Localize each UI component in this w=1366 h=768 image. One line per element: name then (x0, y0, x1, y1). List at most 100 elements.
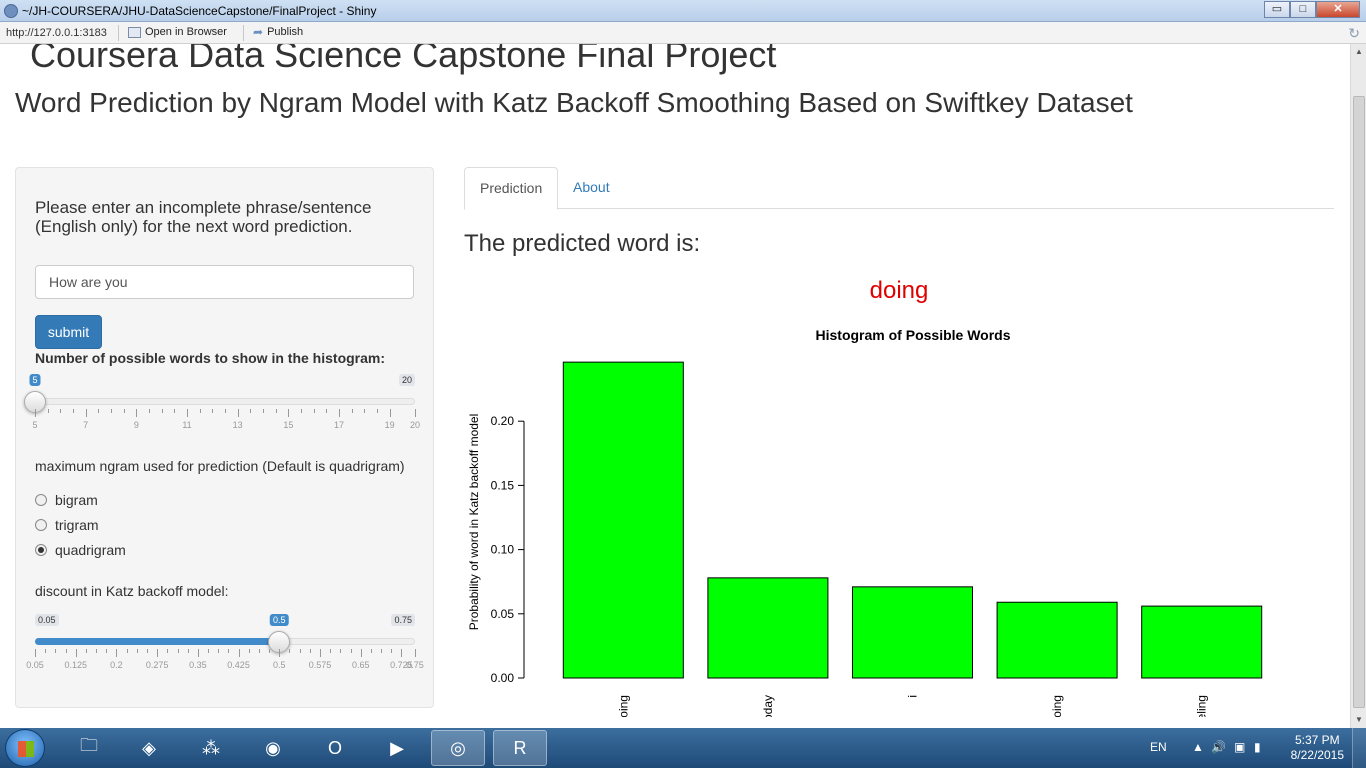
windows-logo-icon (18, 741, 34, 757)
refresh-icon[interactable]: ↻ (1348, 25, 1360, 41)
histogram-chart: Histogram of Possible Words doing today i go… (467, 327, 1263, 717)
radio-button[interactable] (35, 494, 47, 506)
file-explorer-icon[interactable]: 🗀 (80, 735, 98, 755)
slider-track[interactable] (35, 398, 415, 405)
slider-minor-tick (136, 649, 138, 653)
minimize-button[interactable]: ▭ (1264, 1, 1290, 18)
scroll-up-arrow[interactable]: ▲ (1355, 47, 1363, 56)
ngram-label: maximum ngram used for prediction (Defau… (35, 458, 405, 474)
radio-label: quadrigram (55, 542, 126, 558)
slider-grid-label: 0.75 (406, 660, 424, 670)
slider-major-tick (279, 649, 281, 657)
close-button[interactable]: ✕ (1316, 1, 1360, 18)
media-player-icon[interactable]: ▶ (390, 737, 404, 758)
slider-grid-label: 17 (333, 420, 345, 430)
slider-major-tick (288, 409, 290, 417)
slider-minor-tick (289, 649, 291, 653)
page-subtitle: Word Prediction by Ngram Model with Katz… (15, 87, 1133, 118)
opera-icon[interactable]: O (327, 737, 342, 758)
window-title: ~/JH-COURSERA/JHU-DataScienceCapstone/Fi… (22, 4, 377, 18)
slider-major-tick (415, 409, 416, 417)
page-scrollbar[interactable]: ▲ ▼ (1350, 44, 1366, 728)
volume-icon[interactable]: 🔊 (1211, 740, 1226, 754)
slider-grid-label: 0.425 (227, 660, 250, 670)
maximize-button[interactable]: □ (1290, 1, 1316, 18)
radio-bigram[interactable]: bigram (35, 492, 98, 508)
slider-minor-tick (126, 649, 128, 653)
battery-icon[interactable]: ▮ (1254, 740, 1261, 754)
slider-value-label: 5 (29, 374, 41, 386)
slider-major-tick (401, 649, 403, 657)
chrome-icon[interactable]: ◎ (431, 730, 485, 766)
slider-major-tick (75, 649, 77, 657)
slider-minor-tick (123, 409, 125, 413)
chart-bar (562, 361, 684, 679)
slider-grid-label: 0.725 (390, 660, 413, 670)
slider-grid-labels: 5 7 9 11 13 15 17 19 20 (32, 420, 420, 432)
radio-quadrigram[interactable]: quadrigram (35, 542, 126, 558)
slider-minor-tick (350, 649, 352, 653)
radio-button[interactable] (35, 544, 47, 556)
app-dots-icon[interactable]: ⁂ (202, 737, 220, 758)
slider-minor-tick (199, 409, 201, 413)
phrase-prompt: Please enter an incomplete phrase/senten… (35, 198, 372, 236)
discount-label: discount in Katz backoff model: (35, 583, 229, 599)
tab-prediction[interactable]: Prediction (464, 167, 559, 210)
r-icon[interactable]: R (493, 730, 547, 766)
y-tick-label: 0.15 (491, 478, 515, 492)
slider-minor-tick (275, 409, 277, 413)
show-hidden-icons-icon[interactable]: ▲ (1192, 740, 1204, 754)
y-tick-label: 0.10 (491, 543, 515, 557)
clock[interactable]: 5:37 PM 8/22/2015 (1291, 733, 1344, 763)
radio-label: bigram (55, 492, 98, 508)
open-in-browser-button[interactable]: Open in Browser (128, 26, 227, 38)
toolbar-divider (118, 25, 119, 41)
window-controls: ▭ □ ✕ (1264, 1, 1360, 19)
toolbar-divider (243, 25, 244, 41)
slider-grid-labels: 0.05 0.125 0.2 0.275 0.35 0.425 0.5 0.575 0.65 0.… (26, 660, 424, 672)
language-indicator[interactable]: EN (1150, 740, 1167, 754)
slider-minor-tick (228, 649, 230, 653)
slider-value-label: 0.5 (270, 614, 289, 626)
slider-minor-tick (248, 649, 250, 653)
discount-slider[interactable]: 0.05 0.75 0.5 0.05 0.125 0.2 0.275 0.35 0.425… (26, 614, 424, 674)
radio-label: trigram (55, 517, 99, 533)
system-tray: EN ▲ 🔊 ▣ ▮ 5:37 PM 8/22/2015 (1136, 728, 1366, 768)
slider-minor-tick (161, 409, 163, 413)
network-icon[interactable]: ▣ (1234, 740, 1246, 754)
slider-minor-tick (250, 409, 252, 413)
start-button[interactable] (5, 729, 45, 767)
slider-major-tick (85, 409, 87, 417)
chart-bar (707, 577, 829, 679)
slider-minor-tick (330, 649, 332, 653)
tab-bar: Prediction About (464, 167, 1334, 210)
virtualbox-icon[interactable]: ◈ (142, 737, 156, 758)
slider-major-tick (415, 649, 416, 657)
slider-minor-tick (351, 409, 353, 413)
slider-minor-tick (177, 649, 179, 653)
word-count-slider[interactable]: 5 20 5 7 9 11 13 15 17 19 20 (24, 374, 420, 434)
slider-major-tick (35, 649, 36, 657)
radio-button[interactable] (35, 519, 47, 531)
radio-trigram[interactable]: trigram (35, 517, 99, 533)
slider-minor-tick (174, 409, 176, 413)
windows-taskbar: 🗀 ◈ ⁂ ◉ O ▶ ◎ R EN ▲ 🔊 ▣ ▮ 5:37 PM 8/22/… (0, 728, 1366, 768)
slider-minor-tick (370, 649, 372, 653)
slider-minor-tick (301, 409, 302, 413)
slider-minor-tick (208, 649, 210, 653)
predicted-word: doing (869, 277, 929, 304)
submit-button[interactable]: submit (35, 315, 102, 349)
x-tick-label: today (761, 695, 775, 717)
slider-minor-tick (65, 649, 67, 653)
publish-button[interactable]: ➦ Publish (253, 26, 303, 39)
scroll-down-arrow[interactable]: ▼ (1355, 715, 1363, 724)
phrase-input[interactable] (35, 265, 414, 299)
scrollbar-thumb[interactable] (1353, 96, 1365, 708)
tab-about[interactable]: About (573, 179, 610, 195)
slider-grid-label: 11 (182, 420, 192, 430)
x-tick-label: doing (616, 695, 630, 717)
slider-ticks (35, 409, 416, 418)
slider-major-tick (197, 649, 199, 657)
show-desktop-button[interactable] (1352, 728, 1366, 768)
firefox-icon[interactable]: ◉ (265, 737, 281, 758)
